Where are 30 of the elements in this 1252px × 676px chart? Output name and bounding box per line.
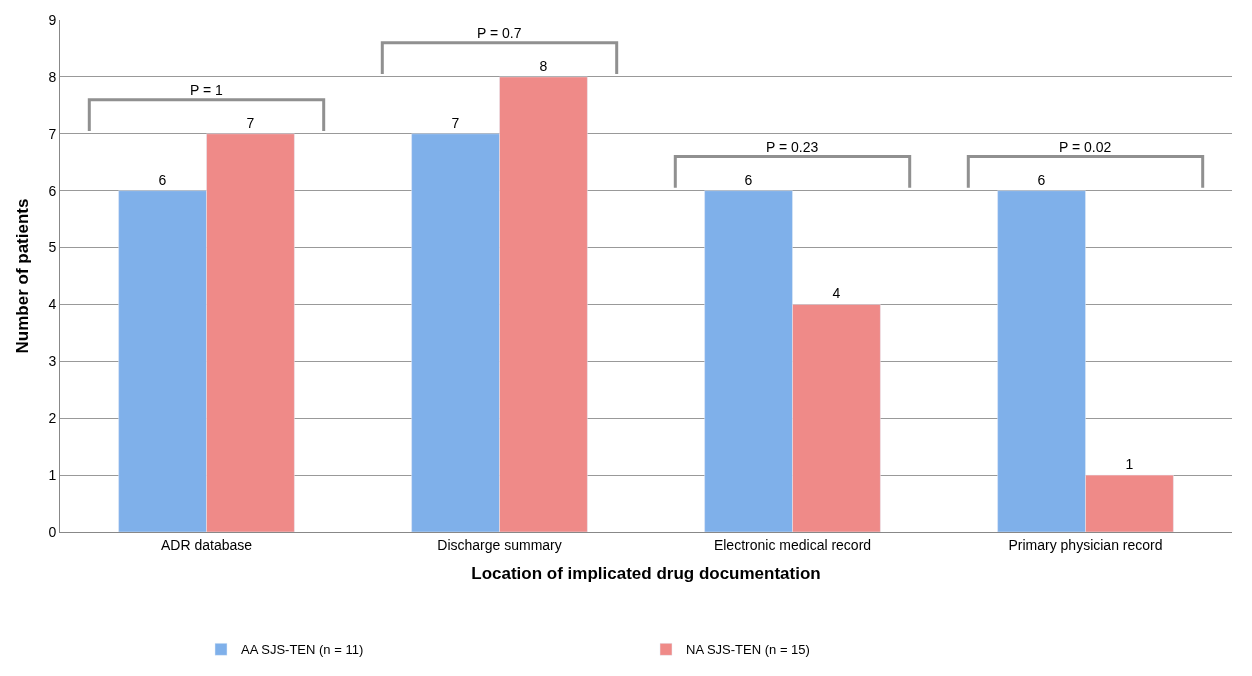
y-tick-label: 8 xyxy=(48,68,57,85)
y-tick-label: 3 xyxy=(48,353,57,370)
annotation: P = 1 xyxy=(190,82,224,98)
legend-label: AA SJS-TEN (n = 11) xyxy=(241,642,364,658)
annotation: P = 0.7 xyxy=(477,25,522,41)
data-label: 1 xyxy=(1125,456,1134,473)
legend-label: NA SJS-TEN (n = 15) xyxy=(686,642,810,658)
y-tick-label: 7 xyxy=(48,125,57,142)
data-label: 4 xyxy=(832,285,841,302)
y-tick-label: 5 xyxy=(48,239,57,256)
y-tick-label: 2 xyxy=(48,410,57,427)
data-label: 7 xyxy=(246,114,255,131)
data-label: 6 xyxy=(744,171,753,188)
x-tick-label: ADR database xyxy=(160,536,253,553)
data-label: 8 xyxy=(539,57,548,74)
annotation: P = 0.23 xyxy=(766,139,819,155)
y-tick-label: 9 xyxy=(48,11,57,28)
data-label: 6 xyxy=(158,171,167,188)
y-tick-label: 4 xyxy=(48,296,57,313)
data-label: 6 xyxy=(1037,171,1046,188)
x-tick-label: Electronic medical record xyxy=(713,536,872,553)
y-tick-label: 1 xyxy=(48,467,57,484)
annotation: P = 0.02 xyxy=(1059,139,1112,155)
y-tick-label: 6 xyxy=(48,182,57,199)
y-tick-label: 0 xyxy=(48,523,57,540)
x-axis-title: Location of implicated drug documentation xyxy=(471,564,821,584)
y-axis-title: Number of patients xyxy=(12,198,32,354)
data-label: 7 xyxy=(451,114,460,131)
x-tick-label: Primary physician record xyxy=(1008,536,1163,553)
x-tick-label: Discharge summary xyxy=(437,536,562,553)
